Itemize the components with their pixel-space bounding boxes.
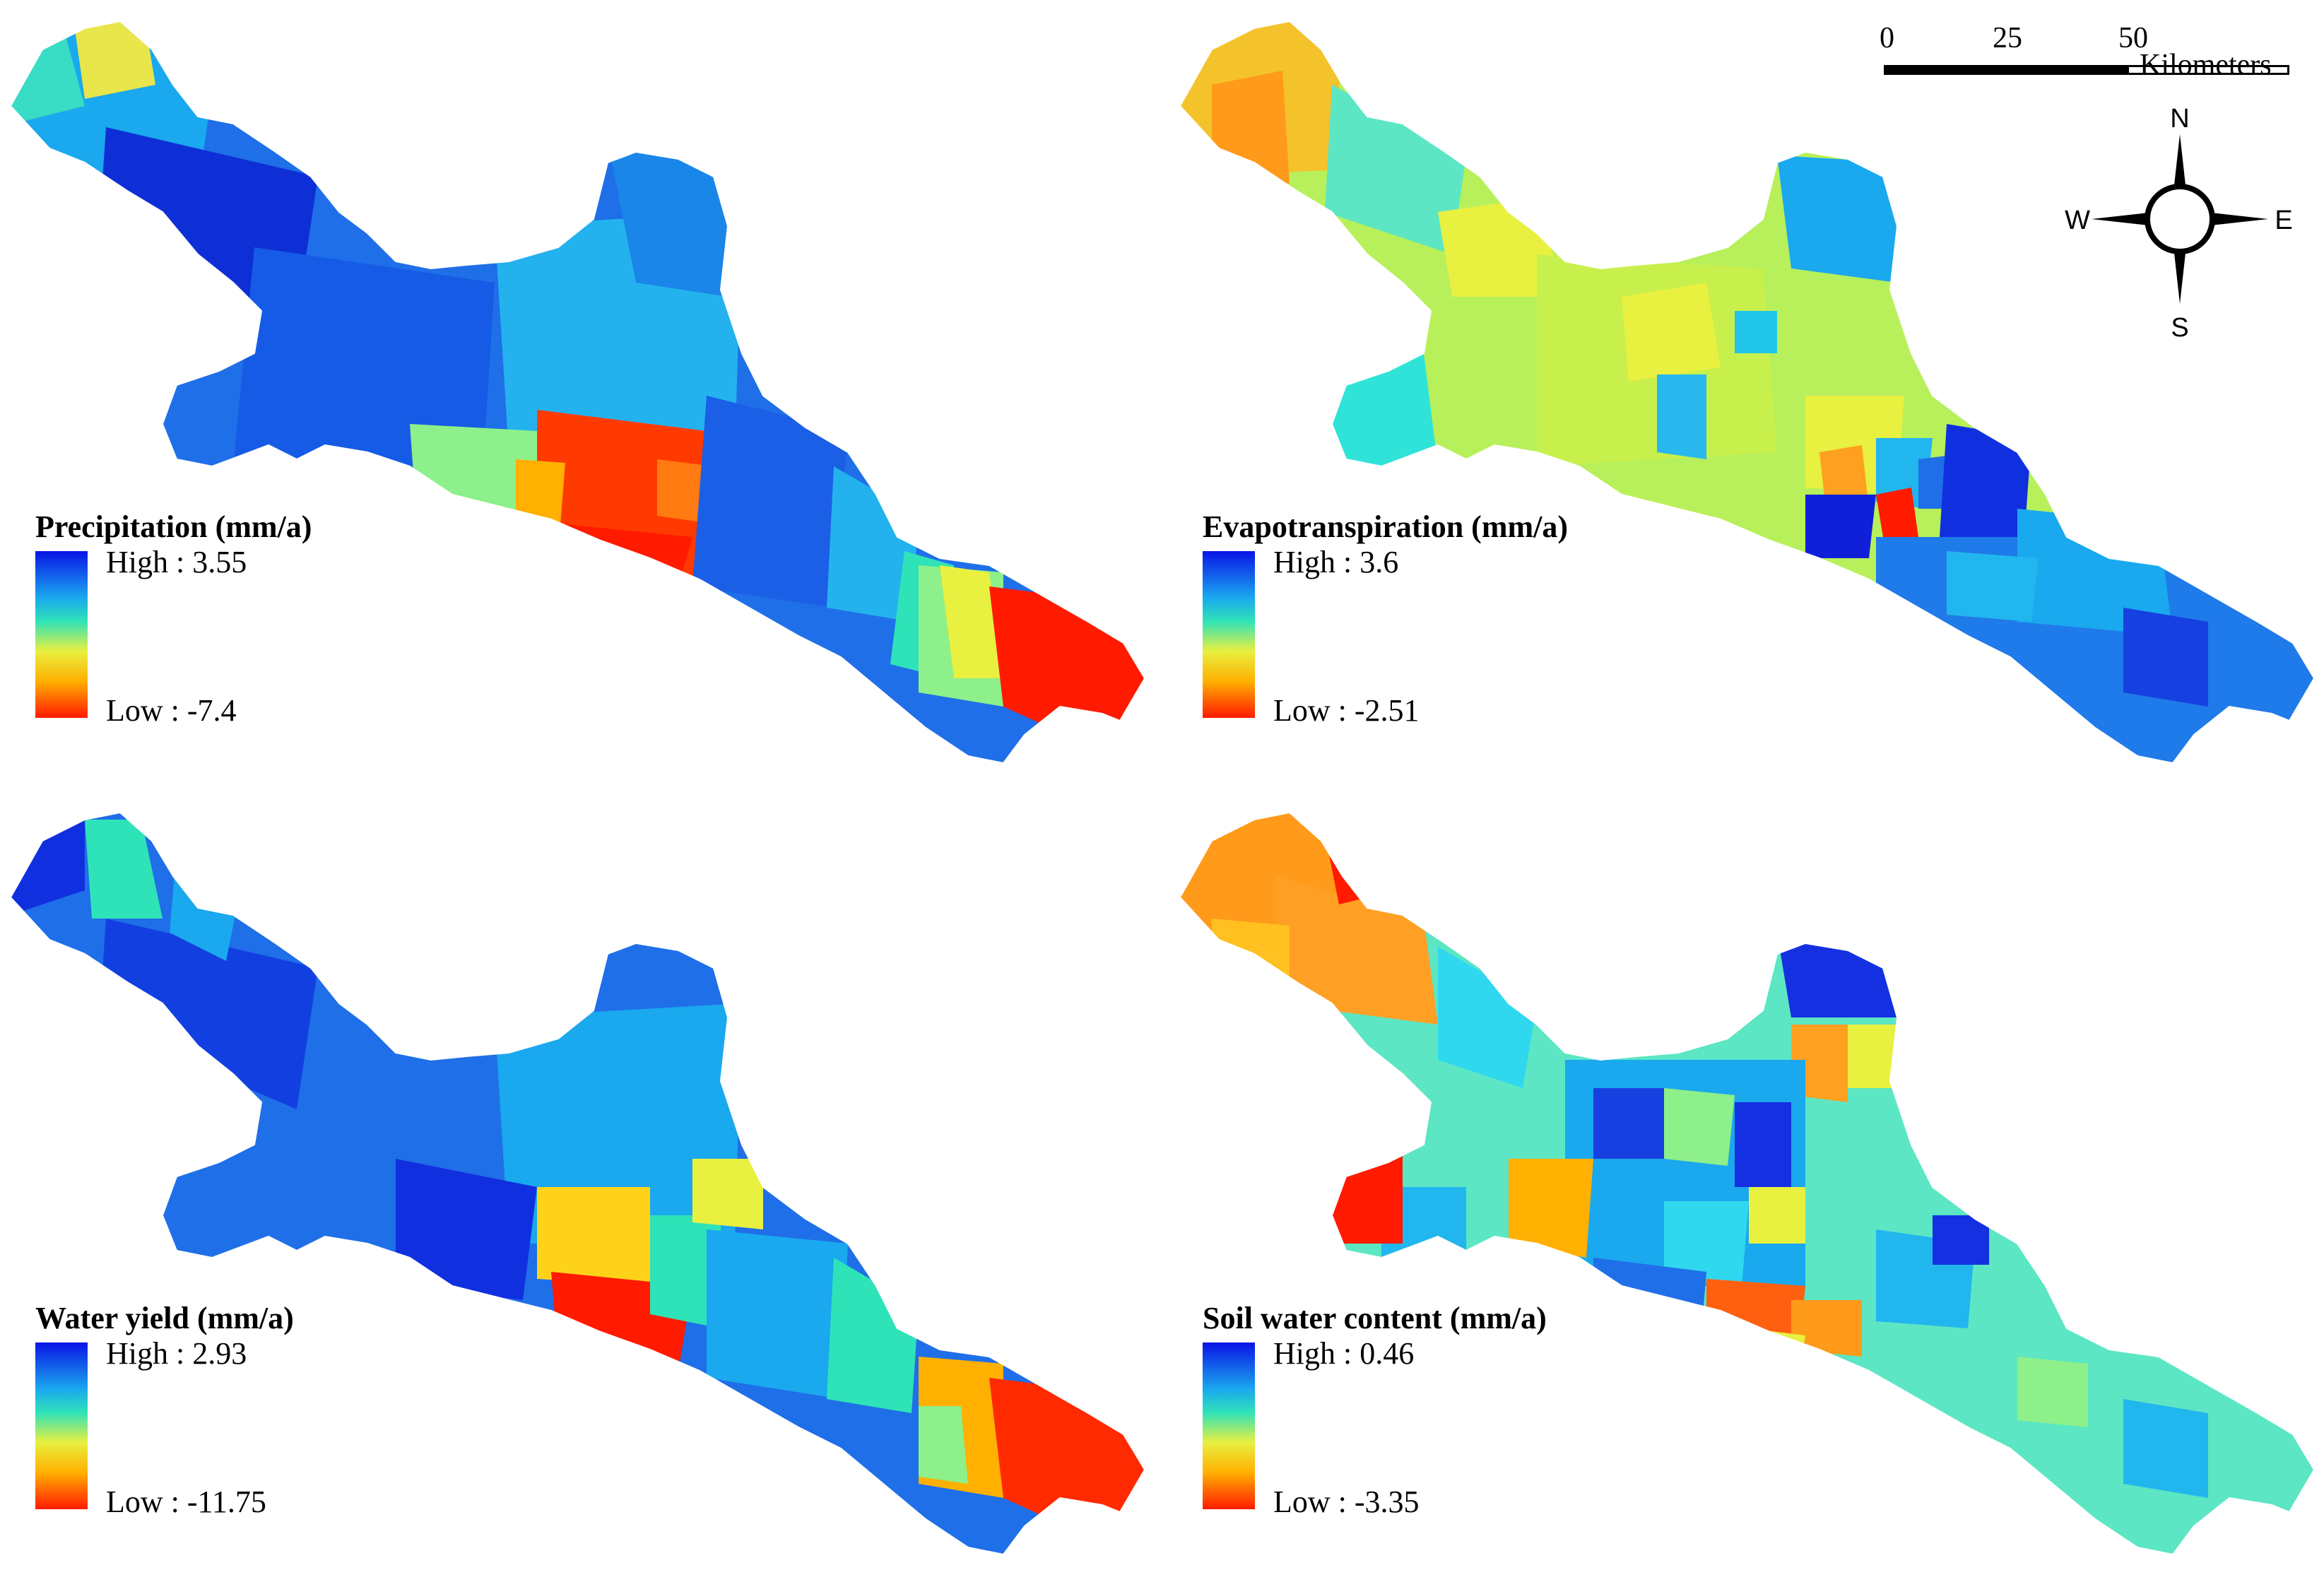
scale-bar: 0 25 50 Kilometers xyxy=(1880,21,2289,85)
legend-title: Water yield (mm/a) xyxy=(35,1301,294,1335)
south-label: S xyxy=(2171,313,2188,339)
legend-high-label: High : 3.6 xyxy=(1273,545,1399,579)
north-arrow-icon: N S W E xyxy=(2065,104,2293,339)
soil-water-legend: Soil water content (mm/a) High : 0.46 Lo… xyxy=(1203,1300,1697,1533)
color-ramp xyxy=(1203,1342,1255,1509)
legend-low-label: Low : -7.4 xyxy=(106,693,237,728)
east-label: E xyxy=(2275,206,2292,235)
legend-low-label: Low : -11.75 xyxy=(106,1485,266,1519)
north-label: N xyxy=(2170,104,2189,134)
scale-bar-black-segment xyxy=(1884,65,2127,75)
water-yield-legend: Water yield (mm/a) High : 2.93 Low : -11… xyxy=(35,1300,530,1533)
color-ramp xyxy=(35,551,88,718)
legend-title: Soil water content (mm/a) xyxy=(1203,1301,1547,1335)
scale-tick-25: 25 xyxy=(1993,22,2022,54)
precipitation-legend: Precipitation (mm/a) High : 3.55 Low : -… xyxy=(35,509,530,742)
scale-tick-0: 0 xyxy=(1880,22,1894,54)
scale-tick-50: 50 xyxy=(2118,22,2148,54)
legend-title: Evapotranspiration (mm/a) xyxy=(1203,509,1568,544)
legend-low-label: Low : -2.51 xyxy=(1273,693,1420,728)
scale-units-label: Kilometers xyxy=(2140,49,2272,81)
legend-title: Precipitation (mm/a) xyxy=(35,509,312,544)
legend-high-label: High : 2.93 xyxy=(106,1336,247,1371)
legend-high-label: High : 0.46 xyxy=(1273,1336,1415,1371)
evapotranspiration-legend: Evapotranspiration (mm/a) High : 3.6 Low… xyxy=(1203,509,1697,742)
color-ramp xyxy=(1203,551,1255,718)
color-ramp xyxy=(35,1342,88,1509)
legend-high-label: High : 3.55 xyxy=(106,545,247,579)
west-label: W xyxy=(2065,206,2090,235)
scale-bar-white-segment xyxy=(2127,65,2289,75)
legend-low-label: Low : -3.35 xyxy=(1273,1485,1420,1519)
